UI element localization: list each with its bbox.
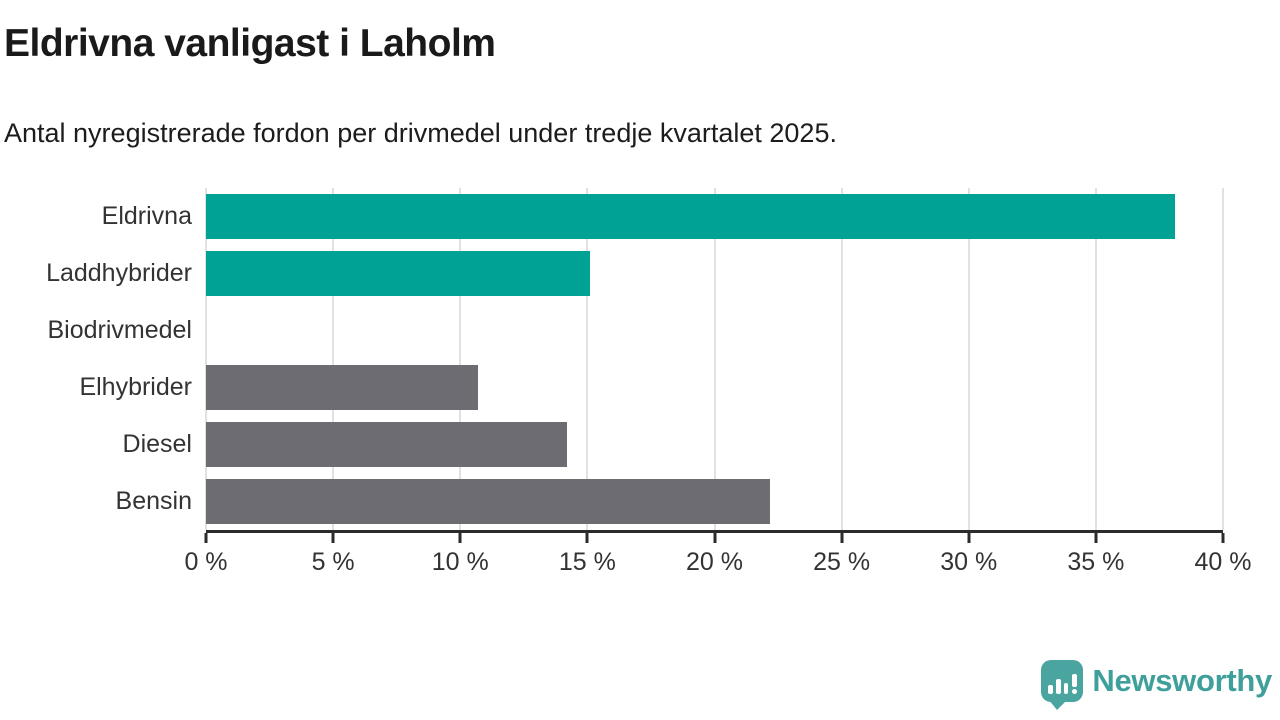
x-axis-line [206,530,1223,533]
bar-row-diesel [206,422,1223,467]
bar-laddhybrider [206,251,590,296]
bar-eldrivna [206,194,1175,239]
x-axis-tick-20 [713,533,716,543]
x-axis-tick-label: 20 % [686,548,743,576]
x-axis-tick-40 [1221,533,1225,543]
x-axis-tick-label: 30 % [940,548,998,576]
logo-bar-medium [1063,683,1069,694]
x-axis-tick-label: 25 % [813,548,871,576]
newsworthy-logo: Newsworthy [1041,660,1272,710]
x-axis-tick-15 [585,533,589,543]
x-axis-tick-label: 40 % [1194,548,1252,576]
gridline-10 [459,188,462,530]
x-axis-tick-label: 0 % [184,548,228,576]
category-label-biodrivmedel: Biodrivmedel [47,316,192,344]
category-label-laddhybrider: Laddhybrider [46,259,192,287]
logo-wordmark: Newsworthy [1092,663,1272,698]
x-axis-tick-30 [967,533,971,543]
newsworthy-chart-bubble-icon [1041,660,1084,710]
bar-row-bensin [206,479,1223,524]
x-axis-tick-label: 10 % [431,548,489,576]
x-axis-tick-label: 5 % [311,548,355,576]
logo-exclamation [1072,674,1078,694]
plot-area: 0 % 5 % 10 % 15 % 20 % 25 % 30 % 35 % 40 % [184,188,1251,576]
x-axis-tick-35 [1094,533,1098,543]
category-label-diesel: Diesel [122,430,192,458]
category-label-bensin: Bensin [115,487,192,515]
gridline-20 [713,188,716,530]
bar-row-elhybrider [206,365,1223,410]
logo-bar-tall [1056,679,1061,694]
x-axis-tick-5 [331,533,335,543]
x-axis-tick-10 [458,533,462,543]
gridline-30 [967,188,970,530]
logo-bar-small [1048,685,1054,694]
bar-diesel [206,422,568,467]
speech-bubble-tail [1049,700,1068,710]
category-label-elhybrider: Elhybrider [79,373,192,401]
y-axis-category-labels: Eldrivna Laddhybrider Biodrivmedel Elhybrid… [0,188,192,530]
bar-row-laddhybrider [206,251,1223,296]
gridline-0 [205,188,207,530]
page-title: Eldrivna vanligast i Laholm [4,22,496,65]
x-axis-tick-25 [840,533,844,543]
gridline-5 [332,188,335,530]
x-axis-tick-0 [204,533,208,543]
gridline-15 [586,188,589,530]
bar-row-eldrivna [206,194,1223,239]
category-label-eldrivna: Eldrivna [101,202,192,230]
bar-row-biodrivmedel [206,308,1223,353]
x-axis-tick-label: 15 % [558,548,616,576]
chart-subtitle: Antal nyregistrerade fordon per drivmede… [4,118,837,148]
bar-elhybrider [206,365,479,410]
x-axis-tick-label: 35 % [1067,548,1125,576]
gridline-25 [840,188,843,530]
gridline-35 [1094,188,1097,530]
gridline-40 [1222,188,1224,530]
bar-bensin [206,479,771,524]
